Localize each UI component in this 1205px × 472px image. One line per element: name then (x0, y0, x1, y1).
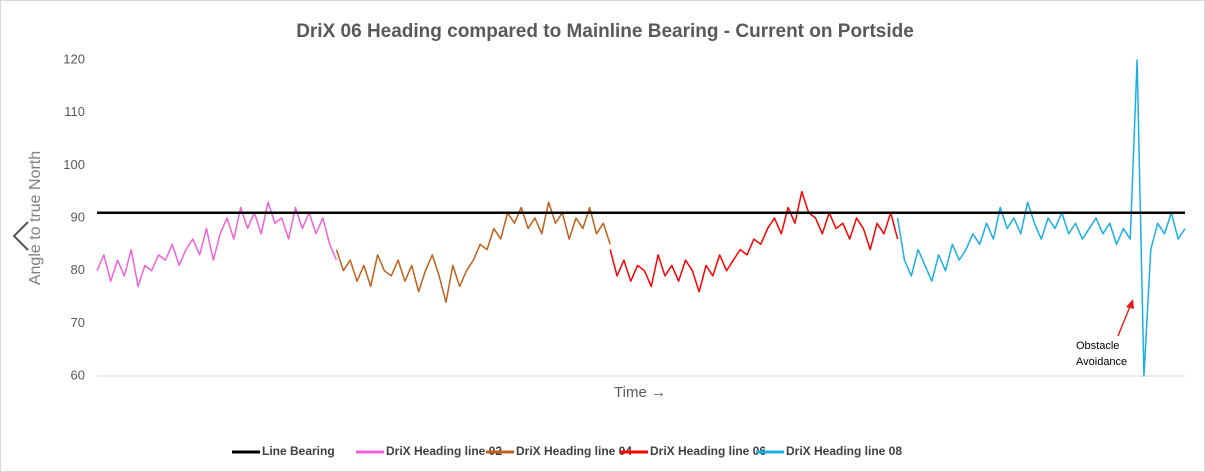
y-axis-label: Angle to true North (27, 151, 44, 285)
legend-label: DriX Heading line 04 (516, 444, 632, 458)
y-tick-label: 90 (71, 209, 85, 224)
legend-label: DriX Heading line 02 (386, 444, 502, 458)
series-line (609, 190, 899, 293)
series-line (896, 59, 1186, 377)
legend-label: DriX Heading line 08 (786, 444, 902, 458)
x-axis-label: Time → (614, 384, 666, 401)
legend-label: Line Bearing (262, 444, 335, 458)
back-chevron[interactable] (12, 221, 29, 251)
annotation-arrow (1117, 303, 1132, 337)
y-tick-label: 100 (63, 157, 85, 172)
annotation-text: Avoidance (1076, 356, 1127, 368)
annotation-arrowhead (1126, 299, 1134, 309)
y-tick-label: 80 (71, 262, 85, 277)
y-tick-label: 70 (71, 315, 85, 330)
series-line (335, 201, 611, 304)
annotation-text: Obstacle (1076, 340, 1119, 352)
legend-label: DriX Heading line 06 (650, 444, 766, 458)
chart-title: DriX 06 Heading compared to Mainline Bea… (296, 21, 914, 42)
series-line (96, 201, 338, 288)
y-tick-label: 60 (71, 367, 85, 382)
y-tick-label: 110 (64, 104, 85, 119)
y-tick-label: 120 (63, 51, 85, 66)
